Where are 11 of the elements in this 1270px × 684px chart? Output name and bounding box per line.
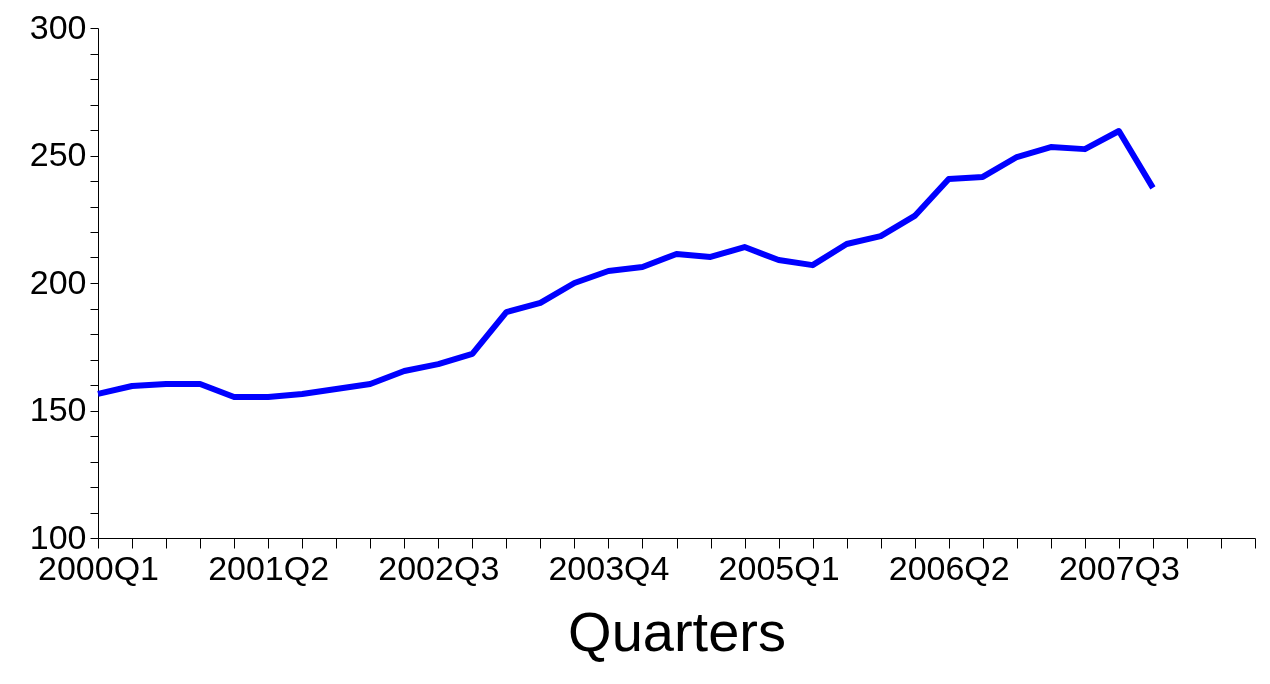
x-tick-label: 2006Q2 xyxy=(888,548,1010,587)
x-tick-label: 2007Q3 xyxy=(1058,548,1180,587)
y-tick-label: 300 xyxy=(29,7,87,46)
x-tick-label: 2002Q3 xyxy=(378,548,500,587)
x-tick-label: 2005Q1 xyxy=(718,548,840,587)
y-tick-label: 200 xyxy=(29,262,87,301)
x-tick-label: 2001Q2 xyxy=(208,548,330,587)
y-tick-label: 150 xyxy=(29,390,87,428)
x-tick-label: 2003Q4 xyxy=(548,548,670,587)
x-axis-title: Quarters xyxy=(568,599,786,663)
y-tick-label: 250 xyxy=(29,135,87,173)
